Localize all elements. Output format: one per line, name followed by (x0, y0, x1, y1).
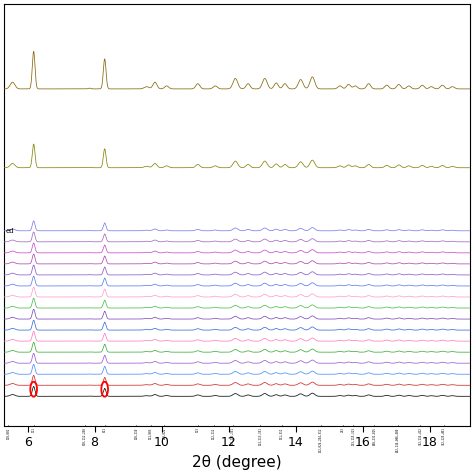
X-axis label: 2θ (degree): 2θ (degree) (192, 455, 282, 470)
Text: 023,213,301: 023,213,301 (231, 428, 235, 445)
Text: 123,213,301: 123,213,301 (258, 428, 263, 445)
Text: 332,225,401: 332,225,401 (442, 428, 446, 445)
Text: 120,210: 120,210 (135, 428, 138, 439)
Text: 113: 113 (196, 428, 200, 432)
Text: 110,002: 110,002 (6, 428, 10, 439)
Text: 122,212: 122,212 (211, 428, 216, 439)
Text: 131,311: 131,311 (280, 428, 283, 439)
Text: 111: 111 (32, 428, 36, 432)
Text: 020,112,200: 020,112,200 (83, 428, 87, 445)
Text: ed: ed (6, 228, 15, 234)
Text: 332,116,422: 332,116,422 (418, 428, 422, 445)
Text: 132,024,204,312: 132,024,204,312 (319, 428, 323, 452)
Text: 202,022: 202,022 (162, 428, 166, 439)
Text: 121,003: 121,003 (149, 428, 153, 439)
Text: 042,134,006,400: 042,134,006,400 (396, 428, 400, 452)
Text: 133,115,313: 133,115,313 (351, 428, 355, 445)
Text: 040,231,025: 040,231,025 (373, 428, 376, 445)
Text: 021: 021 (103, 428, 107, 432)
Text: 223: 223 (341, 428, 345, 432)
